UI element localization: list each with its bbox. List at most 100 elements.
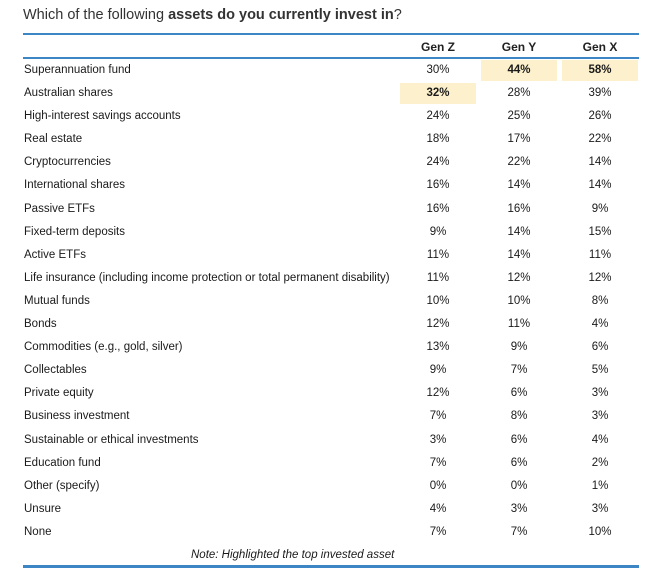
row-label: Passive ETFs [24,202,95,215]
cell-gen-z: 9% [429,364,447,377]
cell-gen-y: 14% [507,248,531,261]
row-label: International shares [24,179,126,192]
table-row: Sustainable or ethical investments 3% 6% 4% [0,429,655,452]
row-label: Active ETFs [24,248,86,261]
cell-gen-y: 7% [510,364,528,377]
cell-gen-z: 12% [426,318,450,331]
table-row: None 7% 7% 10% [0,521,655,544]
row-label: None [24,525,52,538]
table-row: Other (specify) 0% 0% 1% [0,475,655,498]
cell-gen-y: 7% [510,525,528,538]
cell-gen-z: 0% [429,479,447,492]
cell-gen-z-highlighted: 32% [400,83,476,105]
cell-gen-x: 10% [588,525,612,538]
cell-gen-x: 22% [588,133,612,146]
table-row: Unsure 4% 3% 3% [0,498,655,521]
cell-gen-x: 3% [591,387,609,400]
cell-gen-y: 3% [510,502,528,515]
table-row: Education fund 7% 6% 2% [0,452,655,475]
cell-gen-x: 8% [591,294,609,307]
table-row: Bonds 12% 11% 4% [0,313,655,336]
row-label: Business investment [24,410,130,423]
cell-gen-z: 18% [426,133,450,146]
cell-gen-x: 11% [588,248,612,261]
row-label: Bonds [24,318,57,331]
table-row: Fixed-term deposits 9% 14% 15% [0,221,655,244]
cell-gen-x: 1% [591,479,609,492]
cell-gen-y: 6% [510,387,528,400]
table-row: Cryptocurrencies 24% 22% 14% [0,151,655,174]
table-bottom-rule [23,565,639,568]
cell-gen-x: 39% [588,87,612,100]
column-header-gen-y: Gen Y [501,40,537,54]
cell-gen-y: 11% [507,318,531,331]
cell-gen-y: 8% [510,410,528,423]
cell-gen-x: 15% [588,225,612,238]
row-label: Life insurance (including income protect… [24,271,390,284]
row-label: Real estate [24,133,83,146]
cell-gen-z: 3% [429,433,447,446]
cell-gen-z: 7% [429,410,447,423]
row-label: Private equity [24,387,94,400]
title-prefix: Which of the following [23,7,169,23]
cell-gen-y: 0% [510,479,528,492]
table-body: Superannuation fund 30% 44% 58% Australian s… [0,59,655,544]
cell-gen-y: 14% [507,225,531,238]
table-note: Note: Highlighted the top invested asset [191,549,395,561]
cell-gen-z: 7% [429,456,447,469]
cell-gen-z: 7% [429,525,447,538]
cell-gen-y: 25% [507,110,531,123]
row-label: Fixed-term deposits [24,225,125,238]
table-row: Superannuation fund 30% 44% 58% [0,59,655,82]
table-header-rule [23,57,639,59]
cell-gen-z: 9% [429,225,447,238]
cell-gen-y: 9% [510,341,528,354]
cell-gen-y: 17% [507,133,531,146]
row-label: Unsure [24,502,62,515]
cell-gen-z: 16% [426,202,450,215]
row-label: Australian shares [24,87,113,100]
cell-gen-x: 9% [591,202,609,215]
row-label: Sustainable or ethical investments [24,433,199,446]
cell-gen-x: 3% [591,502,609,515]
column-header-gen-x: Gen X [582,40,618,54]
cell-gen-x: 5% [591,364,609,377]
cell-gen-y: 16% [507,202,531,215]
cell-gen-x: 26% [588,110,612,123]
table-row: Life insurance (including income protect… [0,267,655,290]
cell-gen-x: 14% [588,156,612,169]
row-label: Superannuation fund [24,64,131,76]
cell-gen-x: 4% [591,318,609,331]
table-row: Business investment 7% 8% 3% [0,405,655,428]
cell-gen-z: 11% [426,271,450,284]
table-row: Private equity 12% 6% 3% [0,382,655,405]
table-row: Real estate 18% 17% 22% [0,128,655,151]
row-label: Education fund [24,456,101,469]
title-suffix: ? [393,7,402,23]
title-emphasis: assets do you currently invest in [168,7,394,23]
cell-gen-x-highlighted: 58% [562,60,638,81]
cell-gen-x: 6% [591,341,609,354]
cell-gen-z: 4% [429,502,447,515]
cell-gen-z: 30% [426,64,450,76]
cell-gen-y-highlighted: 44% [481,60,557,81]
table-row: Collectables 9% 7% 5% [0,359,655,382]
cell-gen-z: 24% [426,110,450,123]
table-row: International shares 16% 14% 14% [0,174,655,197]
table-row: Passive ETFs 16% 16% 9% [0,198,655,221]
cell-gen-z: 10% [426,294,450,307]
cell-gen-y: 12% [507,271,531,284]
row-label: Collectables [24,364,87,377]
cell-gen-x: 3% [591,410,609,423]
cell-gen-y: 6% [510,456,528,469]
cell-gen-z: 11% [426,248,450,261]
cell-gen-x: 12% [588,271,612,284]
row-label: High-interest savings accounts [24,110,181,123]
cell-gen-z: 12% [426,387,450,400]
cell-gen-z: 24% [426,156,450,169]
column-header-gen-z: Gen Z [420,40,455,54]
cell-gen-x: 2% [591,456,609,469]
table-row: Commodities (e.g., gold, silver) 13% 9% 6% [0,336,655,359]
table-row: High-interest savings accounts 24% 25% 26% [0,105,655,128]
cell-gen-x: 14% [588,179,612,192]
